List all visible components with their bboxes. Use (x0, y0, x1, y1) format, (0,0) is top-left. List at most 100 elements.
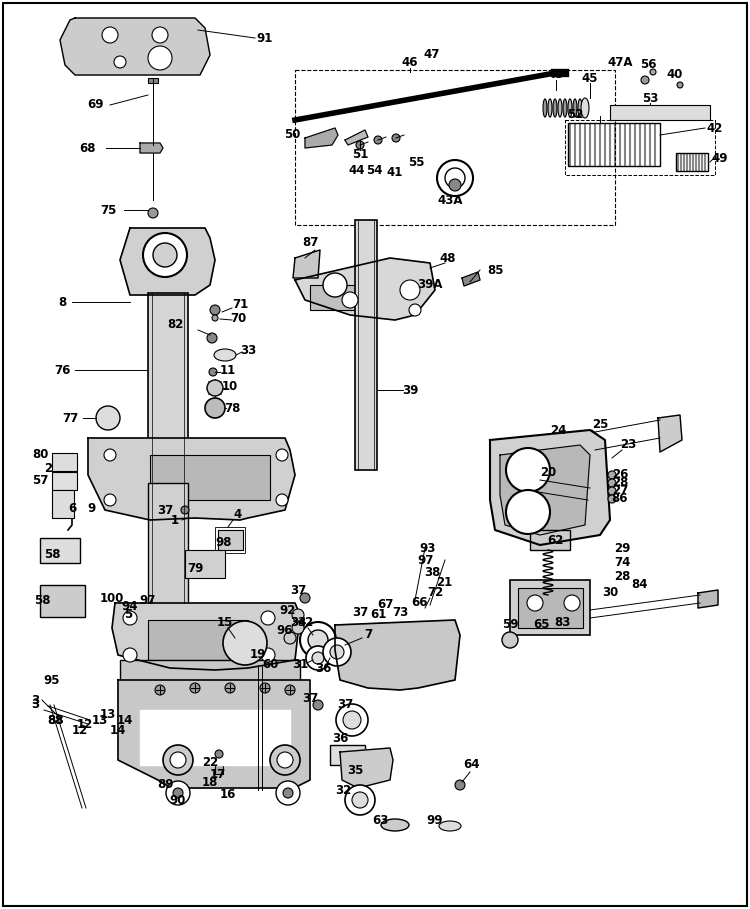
Text: 96: 96 (277, 624, 293, 636)
Circle shape (276, 494, 288, 506)
Circle shape (502, 632, 518, 648)
Text: 69: 69 (87, 98, 104, 112)
Text: 3: 3 (31, 694, 39, 706)
Circle shape (564, 595, 580, 611)
Bar (215, 754, 223, 774)
Circle shape (641, 76, 649, 84)
Text: 97: 97 (140, 594, 156, 606)
Text: 64: 64 (464, 758, 480, 772)
Circle shape (400, 280, 420, 300)
Circle shape (260, 683, 270, 693)
Circle shape (190, 683, 200, 693)
Circle shape (261, 648, 275, 662)
Circle shape (102, 27, 118, 43)
Circle shape (123, 611, 137, 625)
Bar (52, 490, 74, 518)
Circle shape (409, 304, 421, 316)
Polygon shape (295, 258, 435, 320)
Polygon shape (140, 143, 163, 153)
Text: 90: 90 (170, 794, 186, 806)
Circle shape (300, 622, 336, 658)
Bar (295, 70, 615, 225)
Bar (218, 530, 243, 550)
Circle shape (343, 711, 361, 729)
Circle shape (209, 368, 217, 376)
Ellipse shape (439, 821, 461, 831)
Ellipse shape (573, 99, 577, 117)
Text: 92: 92 (280, 604, 296, 616)
Polygon shape (345, 130, 368, 145)
Bar (148, 483, 188, 603)
Circle shape (455, 780, 465, 790)
Text: 44: 44 (349, 164, 365, 176)
Text: 43A: 43A (437, 194, 463, 206)
Circle shape (148, 46, 172, 70)
Bar (676, 153, 708, 171)
Bar (120, 660, 300, 695)
Circle shape (313, 700, 323, 710)
Bar (610, 105, 710, 120)
Circle shape (170, 752, 186, 768)
Text: 37: 37 (157, 504, 173, 516)
Ellipse shape (578, 99, 582, 117)
Circle shape (356, 141, 364, 149)
Circle shape (677, 82, 683, 88)
Circle shape (181, 506, 189, 514)
Text: 29: 29 (614, 542, 630, 554)
Polygon shape (340, 748, 393, 788)
Bar (40, 538, 80, 563)
Text: 91: 91 (256, 32, 273, 45)
Bar (52, 453, 77, 471)
Bar (310, 285, 360, 310)
Text: 87: 87 (302, 236, 318, 249)
Circle shape (163, 745, 193, 775)
Circle shape (207, 380, 223, 396)
Text: 14: 14 (117, 714, 134, 726)
Circle shape (123, 648, 137, 662)
Circle shape (342, 292, 358, 308)
Text: 37: 37 (337, 698, 353, 712)
Circle shape (306, 646, 330, 670)
Text: 88: 88 (46, 714, 63, 726)
Ellipse shape (543, 99, 547, 117)
Text: 78: 78 (224, 402, 240, 415)
Text: 56: 56 (640, 58, 656, 72)
Text: 58: 58 (34, 594, 50, 606)
Text: 98: 98 (216, 535, 232, 548)
Circle shape (323, 638, 351, 666)
Text: 99: 99 (427, 814, 443, 826)
Text: 21: 21 (436, 575, 452, 588)
Text: 100: 100 (100, 592, 124, 604)
Circle shape (205, 398, 225, 418)
Circle shape (143, 233, 187, 277)
Text: 52: 52 (567, 108, 584, 122)
Text: 46: 46 (402, 55, 418, 68)
Circle shape (277, 752, 293, 768)
Text: 94: 94 (122, 601, 138, 614)
Bar (510, 580, 590, 635)
Text: 19: 19 (250, 648, 266, 662)
Circle shape (166, 781, 190, 805)
Text: 80: 80 (32, 448, 48, 462)
Text: 83: 83 (554, 616, 570, 630)
Polygon shape (140, 710, 290, 765)
Text: 39: 39 (402, 384, 418, 396)
Text: 3: 3 (31, 698, 39, 712)
Circle shape (104, 449, 116, 461)
Text: 12: 12 (76, 718, 93, 732)
Text: 63: 63 (372, 814, 388, 826)
Circle shape (312, 652, 324, 664)
Text: 8: 8 (58, 295, 66, 308)
Circle shape (215, 750, 223, 758)
Text: 9: 9 (88, 502, 96, 514)
Text: 97: 97 (418, 554, 434, 566)
Text: 60: 60 (262, 658, 278, 672)
Text: 72: 72 (427, 585, 443, 598)
Ellipse shape (558, 99, 562, 117)
Text: 13: 13 (100, 707, 116, 721)
Text: 34: 34 (290, 615, 306, 628)
Circle shape (155, 685, 165, 695)
Text: 30: 30 (602, 585, 618, 598)
Ellipse shape (553, 99, 557, 117)
Circle shape (283, 788, 293, 798)
